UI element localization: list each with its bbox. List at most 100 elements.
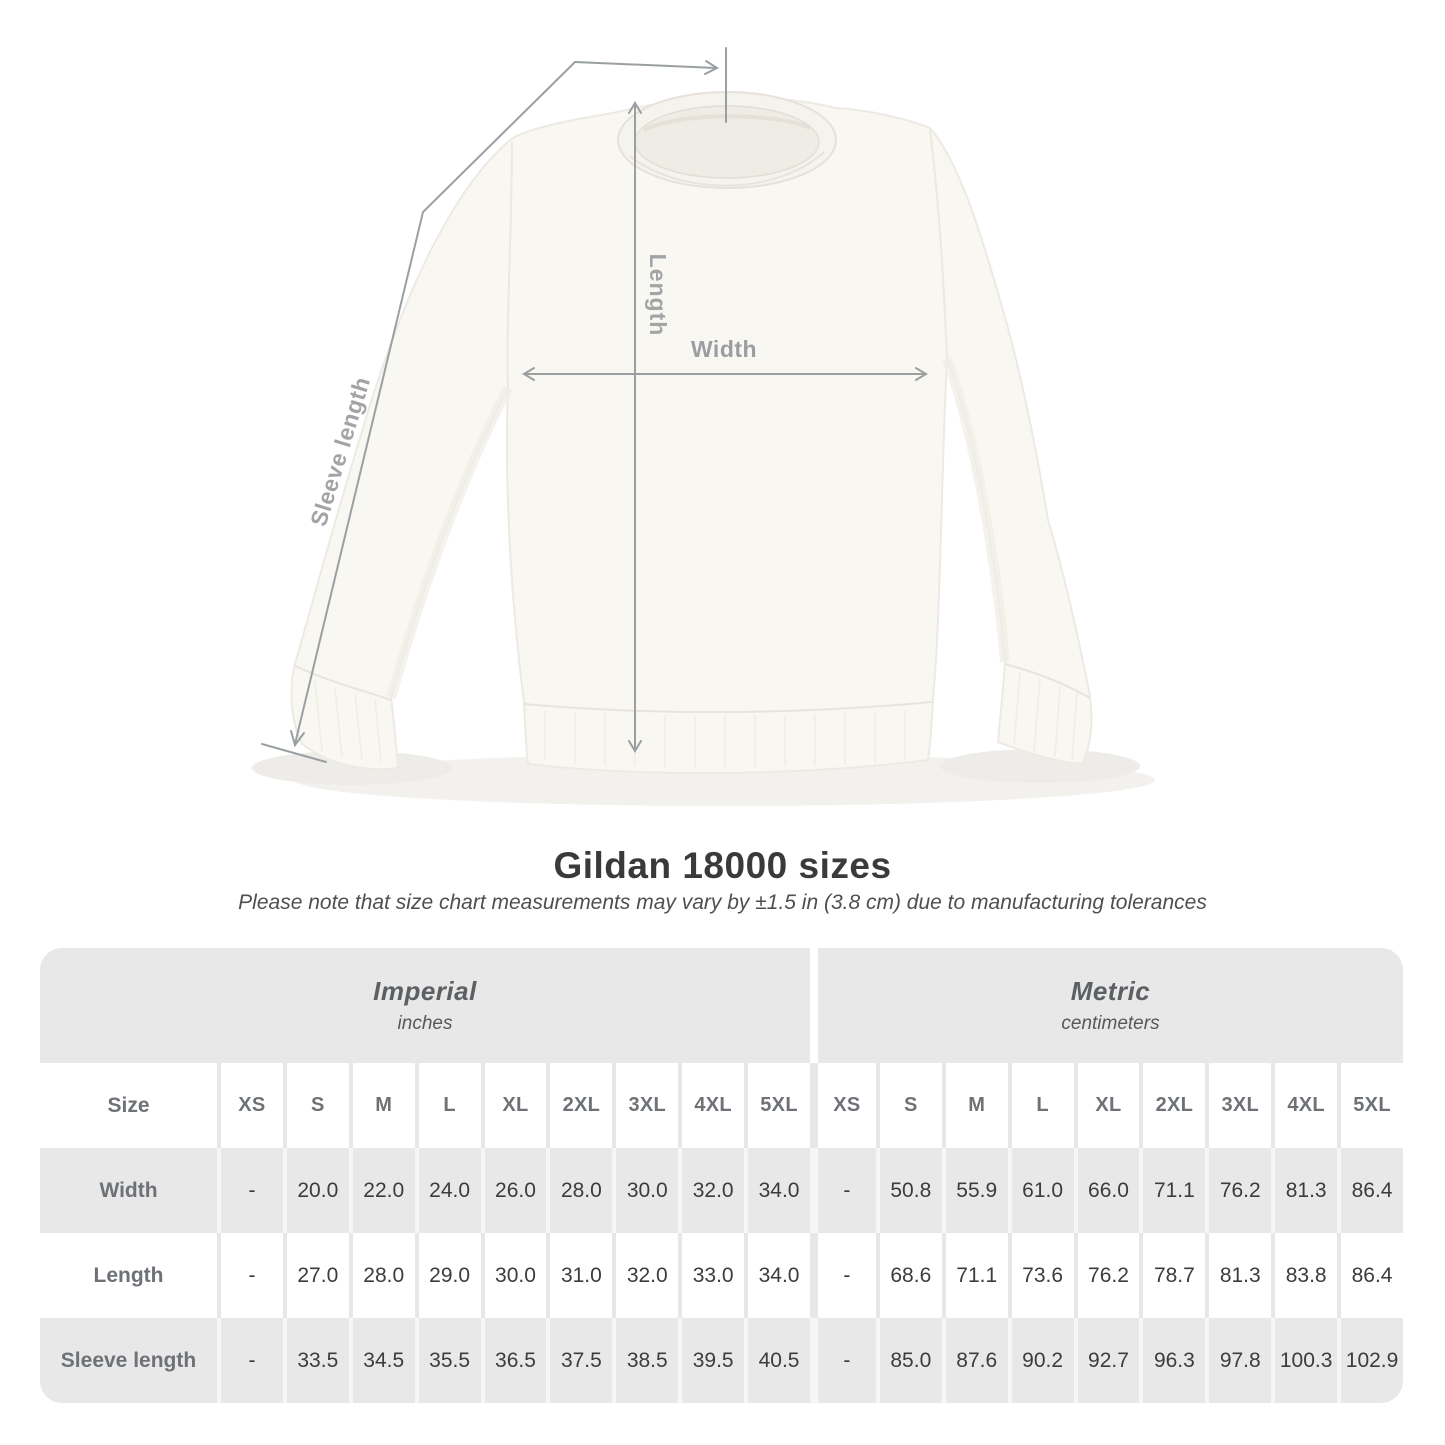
length-arrow [628,101,642,753]
metric-size-header: 5XL [1337,1063,1403,1148]
imperial-section-unit: inches [397,1013,453,1034]
length-imperial-value: 31.0 [546,1233,613,1318]
sleeve-imperial-value: 33.5 [282,1318,349,1403]
imperial-size-header: M [348,1063,415,1148]
width-row-label: Width [40,1148,217,1233]
length-metric-value: 68.6 [875,1233,942,1318]
width-metric-value: 66.0 [1073,1148,1140,1233]
width-imperial-value: 30.0 [612,1148,679,1233]
length-imperial-value: 28.0 [348,1233,415,1318]
sleeve-row-label: Sleeve length [40,1318,217,1403]
size-row-label: Size [40,1063,217,1148]
left-cuff-shadow [252,751,452,785]
sleeve-metric-value: - [809,1318,876,1403]
width-metric-value: 50.8 [875,1148,942,1233]
width-label: Width [691,336,757,362]
page-title: Gildan 18000 sizes [553,845,892,886]
length-metric-value: 73.6 [1007,1233,1074,1318]
width-arrow [522,367,928,381]
width-imperial-value: 28.0 [546,1148,613,1233]
imperial-size-header: 4XL [678,1063,745,1148]
sleeve-metric-value: 97.8 [1205,1318,1272,1403]
metric-section-title: Metric [1070,976,1151,1006]
metric-size-header: 2XL [1139,1063,1206,1148]
width-metric-value: 61.0 [1007,1148,1074,1233]
length-imperial-value: 34.0 [744,1233,810,1318]
right-cuff-ribbing [1013,671,1078,761]
length-label: Length [645,254,671,337]
imperial-size-header: 3XL [612,1063,679,1148]
sleeve-metric-value: 87.6 [941,1318,1008,1403]
length-imperial-value: 33.0 [678,1233,745,1318]
length-imperial-value: - [217,1233,283,1318]
sleeve-imperial-value: 39.5 [678,1318,745,1403]
imperial-size-header: 2XL [546,1063,613,1148]
sleeve-imperial-value: 40.5 [744,1318,810,1403]
width-imperial-value: 24.0 [414,1148,481,1233]
length-metric-value: - [809,1233,876,1318]
sleeve-metric-value: 92.7 [1073,1318,1140,1403]
length-metric-value: 86.4 [1337,1233,1403,1318]
garment-shadow [295,754,1155,806]
imperial-size-header: XL [480,1063,547,1148]
imperial-section-header: Imperial inches [40,948,810,1063]
length-metric-value: 81.3 [1205,1233,1272,1318]
sleeve-metric-value: 85.0 [875,1318,942,1403]
size-table: Imperial inches Metric centimeters Size … [40,948,1403,1403]
metric-size-header: XS [809,1063,876,1148]
left-cuff-seam [294,665,392,701]
imperial-size-header: 5XL [744,1063,810,1148]
right-sleeve-shading [942,356,1010,663]
metric-size-header: M [941,1063,1008,1148]
sleeve-metric-value: 90.2 [1007,1318,1074,1403]
sleeve-imperial-value: 34.5 [348,1318,415,1403]
metric-size-header: S [875,1063,942,1148]
waistband-ribbing [544,710,906,768]
left-cuff-ribbing [314,679,382,763]
width-imperial-value: - [217,1148,283,1233]
metric-size-header: L [1007,1063,1074,1148]
sweatshirt-body [290,96,1093,775]
sleeve-metric-value: 96.3 [1139,1318,1206,1403]
width-imperial-value: 22.0 [348,1148,415,1233]
length-imperial-value: 27.0 [282,1233,349,1318]
width-metric-value: 55.9 [941,1148,1008,1233]
width-metric-value: - [809,1148,876,1233]
sweatshirt-illustration: Length Width Sleeve length [252,47,1155,806]
left-armhole-seam [506,141,513,389]
sleeve-imperial-value: 36.5 [480,1318,547,1403]
waistband-seam [523,701,934,714]
width-metric-value: 81.3 [1271,1148,1338,1233]
width-imperial-value: 34.0 [744,1148,810,1233]
collar-bottom-seam [629,151,825,187]
sleeve-imperial-value: 35.5 [414,1318,481,1403]
imperial-size-header: XS [217,1063,283,1148]
sleeve-metric-value: 100.3 [1271,1318,1338,1403]
length-imperial-value: 30.0 [480,1233,547,1318]
sleeve-imperial-value: - [217,1318,283,1403]
right-cuff-shadow [940,749,1140,783]
imperial-section-title: Imperial [373,976,477,1006]
sleeve-imperial-value: 37.5 [546,1318,613,1403]
sleeve-metric-value: 102.9 [1337,1318,1403,1403]
width-metric-value: 76.2 [1205,1148,1272,1233]
length-imperial-value: 29.0 [414,1233,481,1318]
sleeve-imperial-value: 38.5 [612,1318,679,1403]
width-imperial-value: 20.0 [282,1148,349,1233]
sleeve-length-arrow [261,47,727,763]
length-metric-value: 71.1 [941,1233,1008,1318]
metric-section-header: Metric centimeters [809,948,1403,1063]
metric-size-header: 3XL [1205,1063,1272,1148]
width-imperial-value: 32.0 [678,1148,745,1233]
right-armhole-seam [929,129,948,359]
width-metric-value: 86.4 [1337,1148,1403,1233]
imperial-size-header: L [414,1063,481,1148]
length-metric-value: 83.8 [1271,1233,1338,1318]
tolerance-note: Please note that size chart measurements… [238,891,1207,914]
length-metric-value: 76.2 [1073,1233,1140,1318]
metric-section-unit: centimeters [1061,1013,1160,1034]
right-cuff-seam [1004,663,1091,699]
width-metric-value: 71.1 [1139,1148,1206,1233]
width-imperial-value: 26.0 [480,1148,547,1233]
